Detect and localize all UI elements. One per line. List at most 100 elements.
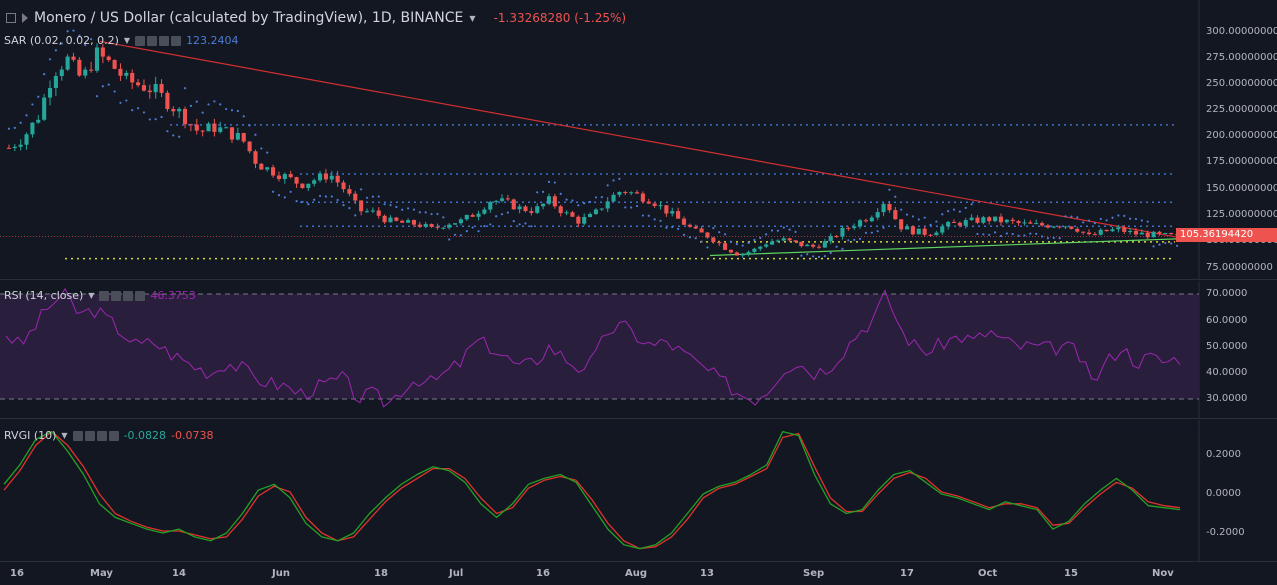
sar-dot [360, 188, 363, 191]
candle-body [916, 228, 921, 235]
collapse-pane-icon[interactable] [6, 13, 16, 23]
price-chart[interactable] [0, 0, 1277, 280]
rvgi-chart[interactable] [0, 420, 1277, 562]
eye-icon[interactable] [72, 430, 83, 441]
more-icon[interactable] [135, 290, 146, 301]
candle-body [335, 175, 340, 183]
candle-body [359, 200, 364, 212]
rsi-legend[interactable]: RSI (14, close) ▼ 46.3753 [4, 289, 196, 302]
sar-label[interactable]: SAR (0.02, 0.02, 0.2) [4, 34, 119, 47]
candle-body [42, 97, 47, 120]
sar-legend[interactable]: SAR (0.02, 0.02, 0.2) ▼ 123.2404 [4, 34, 239, 47]
price-pane[interactable]: Monero / US Dollar (calculated by Tradin… [0, 0, 1277, 280]
sar-dot [1146, 220, 1149, 223]
sar-dot [142, 111, 146, 114]
rvgi-legend[interactable]: RVGI (10) ▼ -0.0828 -0.0738 [4, 429, 214, 442]
sar-dot [1152, 245, 1155, 248]
candle-body [429, 224, 434, 227]
time-tick: Oct [978, 568, 998, 579]
sar-dot [1076, 216, 1079, 219]
candle-body [593, 209, 598, 214]
sar-dot [647, 214, 650, 217]
candle-body [1128, 230, 1133, 232]
close-icon[interactable] [123, 290, 134, 301]
rsi-tick: 40.0000 [1206, 367, 1248, 378]
sar-dot [858, 237, 862, 240]
rsi-pane[interactable]: RSI (14, close) ▼ 46.3753 70.0000 60.000… [0, 281, 1277, 419]
close-icon[interactable] [159, 35, 170, 46]
candle-body [881, 203, 886, 213]
rvgi-dropdown-icon[interactable]: ▼ [61, 431, 68, 440]
sar-dot [465, 230, 468, 233]
rsi-label[interactable]: RSI (14, close) [4, 289, 84, 302]
candle-body [934, 232, 939, 236]
close-icon[interactable] [96, 430, 107, 441]
candle-body [353, 193, 358, 201]
candle-body [65, 56, 70, 70]
eye-icon[interactable] [99, 290, 110, 301]
settings-icon[interactable] [111, 290, 122, 301]
time-tick: 13 [700, 568, 714, 579]
candle-body [1051, 226, 1056, 228]
sar-dot [271, 190, 275, 193]
sar-dot [1140, 219, 1143, 222]
candle-body [1016, 221, 1021, 223]
time-tick: 16 [10, 568, 24, 579]
sar-dot [13, 126, 16, 129]
candle-body [1075, 228, 1080, 232]
sar-dot [712, 227, 715, 230]
chart-title[interactable]: Monero / US Dollar (calculated by Tradin… [34, 10, 464, 26]
sar-dot [113, 90, 116, 93]
candle-body [323, 173, 328, 180]
candle-body [153, 83, 158, 93]
descending-trendline [99, 40, 1181, 239]
sar-dot [788, 228, 791, 231]
sar-dot [489, 223, 492, 226]
candle-body [124, 72, 129, 76]
sar-dot [1099, 217, 1102, 221]
candle-body [852, 226, 857, 228]
sar-dot [1134, 217, 1138, 221]
sar-dot [718, 231, 721, 234]
rsi-dropdown-icon[interactable]: ▼ [88, 291, 95, 300]
candle-body [1122, 227, 1127, 232]
rvgi-controls[interactable] [72, 430, 119, 441]
settings-icon[interactable] [84, 430, 95, 441]
sar-dot [1117, 214, 1120, 217]
sar-dot [547, 180, 551, 183]
sar-dot [665, 226, 668, 229]
candle-body [1133, 230, 1139, 235]
sar-dot [448, 238, 451, 241]
sar-dot [430, 212, 433, 216]
sar-dot [248, 124, 251, 127]
title-dropdown-icon[interactable]: ▼ [469, 13, 476, 23]
rvgi-value-signal: -0.0738 [171, 429, 214, 442]
candle-body [141, 85, 146, 91]
sar-dot [1005, 232, 1008, 235]
sar-dot [406, 207, 410, 210]
settings-icon[interactable] [147, 35, 158, 46]
sar-dot [806, 253, 809, 256]
eye-icon[interactable] [135, 35, 146, 46]
candle-body [752, 248, 757, 252]
candle-body [30, 122, 35, 135]
sar-dot [747, 241, 750, 244]
sar-dot [1064, 215, 1067, 218]
sar-dot [993, 231, 997, 234]
rvgi-pane[interactable]: RVGI (10) ▼ -0.0828 -0.0738 0.2000 0.000… [0, 420, 1277, 562]
sar-dot [970, 203, 973, 206]
candle-body [36, 119, 41, 123]
rvgi-label[interactable]: RVGI (10) [4, 429, 57, 442]
more-icon[interactable] [171, 35, 182, 46]
sar-dot [453, 233, 457, 236]
sar-dot [125, 99, 128, 102]
sar-controls[interactable] [135, 35, 182, 46]
rsi-chart[interactable] [0, 281, 1277, 419]
sar-dot [37, 95, 40, 98]
sar-dot [741, 244, 744, 247]
sar-dot [412, 208, 416, 211]
rsi-controls[interactable] [99, 290, 146, 301]
candle-body [599, 208, 604, 210]
more-icon[interactable] [108, 430, 119, 441]
sar-dropdown-icon[interactable]: ▼ [123, 36, 131, 45]
